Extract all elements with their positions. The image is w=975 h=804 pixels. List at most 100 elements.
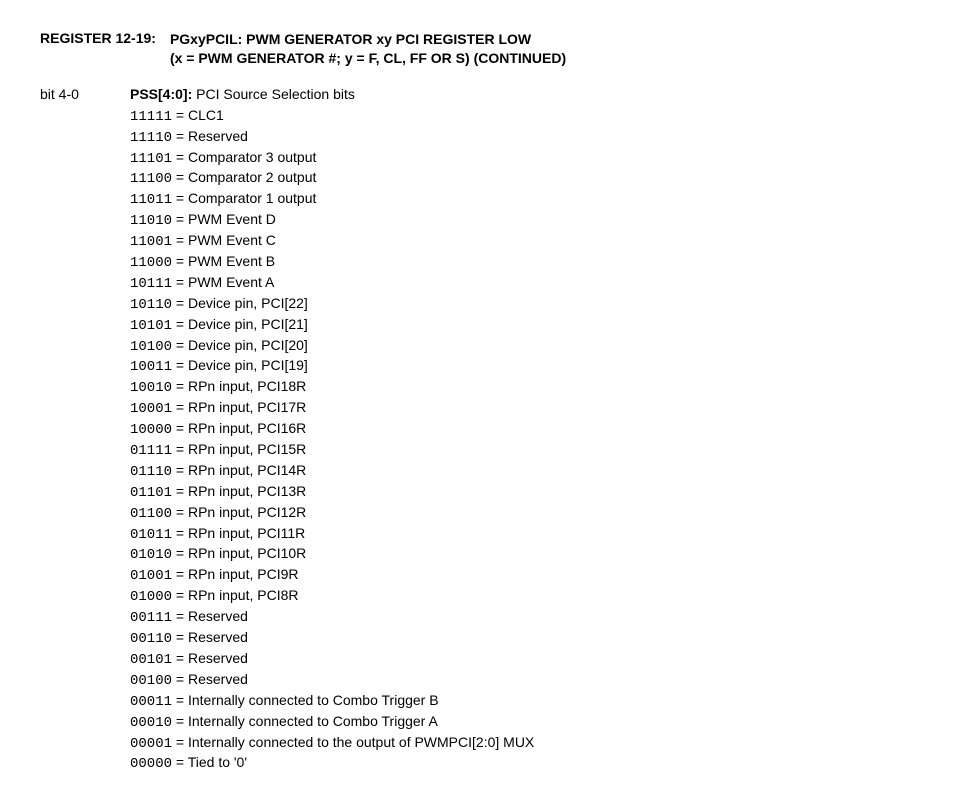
bit-value-desc: Internally connected to Combo Trigger B (188, 692, 439, 708)
bit-value-separator: = (172, 316, 188, 332)
bit-value-desc: RPn input, PCI10R (188, 545, 306, 561)
bit-value-code: 00101 (130, 652, 172, 668)
bit-value-row: 10100 = Device pin, PCI[20] (130, 336, 935, 357)
bit-value-separator: = (172, 566, 188, 582)
register-title-line1: PGxyPCIL: PWM GENERATOR xy PCI REGISTER … (170, 30, 566, 49)
bit-value-separator: = (172, 629, 188, 645)
bit-value-row: 01110 = RPn input, PCI14R (130, 461, 935, 482)
bit-value-desc: Reserved (188, 671, 248, 687)
bit-value-code: 00110 (130, 631, 172, 647)
bit-value-code: 00100 (130, 673, 172, 689)
bit-value-separator: = (172, 399, 188, 415)
bit-value-separator: = (172, 378, 188, 394)
bit-value-code: 10101 (130, 318, 172, 334)
bit-value-code: 11000 (130, 255, 172, 271)
bit-value-code: 01110 (130, 464, 172, 480)
bit-value-row: 01010 = RPn input, PCI10R (130, 544, 935, 565)
bit-value-separator: = (172, 169, 188, 185)
bit-value-separator: = (172, 713, 188, 729)
bit-value-separator: = (172, 525, 188, 541)
bit-value-desc: RPn input, PCI12R (188, 504, 306, 520)
bit-value-desc: RPn input, PCI14R (188, 462, 306, 478)
bit-value-desc: RPn input, PCI17R (188, 399, 306, 415)
bit-value-row: 00001 = Internally connected to the outp… (130, 733, 935, 754)
bit-value-row: 11000 = PWM Event B (130, 252, 935, 273)
bit-value-separator: = (172, 211, 188, 227)
bit-value-desc: Reserved (188, 629, 248, 645)
bit-value-separator: = (172, 608, 188, 624)
bit-value-row: 00000 = Tied to '0' (130, 753, 935, 774)
bit-value-desc: RPn input, PCI16R (188, 420, 306, 436)
bit-value-code: 10111 (130, 276, 172, 292)
bit-value-separator: = (172, 232, 188, 248)
bit-value-separator: = (172, 420, 188, 436)
bit-value-separator: = (172, 483, 188, 499)
bit-content: PSS[4:0]: PCI Source Selection bits 1111… (130, 86, 935, 775)
bit-value-separator: = (172, 295, 188, 311)
bit-value-row: 01011 = RPn input, PCI11R (130, 524, 935, 545)
bit-value-desc: Comparator 2 output (188, 169, 316, 185)
bit-value-row: 10110 = Device pin, PCI[22] (130, 294, 935, 315)
bit-value-code: 01000 (130, 589, 172, 605)
bit-value-code: 11100 (130, 171, 172, 187)
bit-value-code: 00000 (130, 756, 172, 772)
bit-value-desc: Reserved (188, 128, 248, 144)
bit-range-label: bit 4-0 (40, 86, 130, 102)
bit-value-separator: = (172, 587, 188, 603)
register-header: REGISTER 12-19: PGxyPCIL: PWM GENERATOR … (40, 30, 935, 68)
bit-value-desc: PWM Event D (188, 211, 276, 227)
bit-value-desc: Internally connected to the output of PW… (188, 734, 534, 750)
bit-value-code: 01101 (130, 485, 172, 501)
bit-value-code: 10110 (130, 297, 172, 313)
bit-field-desc: PCI Source Selection bits (192, 86, 355, 102)
bit-value-desc: CLC1 (188, 107, 224, 123)
bit-value-code: 10001 (130, 401, 172, 417)
bit-value-separator: = (172, 274, 188, 290)
bit-value-desc: Reserved (188, 608, 248, 624)
bit-value-code: 11001 (130, 234, 172, 250)
bit-value-row: 01100 = RPn input, PCI12R (130, 503, 935, 524)
bit-value-separator: = (172, 671, 188, 687)
bit-value-desc: RPn input, PCI13R (188, 483, 306, 499)
bit-value-code: 11101 (130, 151, 172, 167)
bit-value-row: 11110 = Reserved (130, 127, 935, 148)
bit-value-desc: PWM Event A (188, 274, 274, 290)
bit-value-desc: RPn input, PCI9R (188, 566, 299, 582)
bit-value-separator: = (172, 734, 188, 750)
bit-value-separator: = (172, 545, 188, 561)
bit-value-desc: Internally connected to Combo Trigger A (188, 713, 438, 729)
bit-value-row: 11111 = CLC1 (130, 106, 935, 127)
bit-value-desc: RPn input, PCI8R (188, 587, 299, 603)
bit-value-row: 00010 = Internally connected to Combo Tr… (130, 712, 935, 733)
bit-value-separator: = (172, 190, 188, 206)
bit-section: bit 4-0 PSS[4:0]: PCI Source Selection b… (40, 86, 935, 775)
bit-value-code: 10011 (130, 359, 172, 375)
bit-value-code: 11111 (130, 109, 172, 125)
bit-value-desc: Tied to '0' (188, 754, 247, 770)
bit-value-separator: = (172, 504, 188, 520)
bit-value-desc: Reserved (188, 650, 248, 666)
bit-value-code: 10000 (130, 422, 172, 438)
bit-value-code: 00111 (130, 610, 172, 626)
bit-value-row: 11101 = Comparator 3 output (130, 148, 935, 169)
bit-value-code: 01100 (130, 506, 172, 522)
bit-value-row: 00111 = Reserved (130, 607, 935, 628)
bit-value-separator: = (172, 357, 188, 373)
bit-values-list: 11111 = CLC111110 = Reserved11101 = Comp… (130, 106, 935, 775)
bit-value-row: 10111 = PWM Event A (130, 273, 935, 294)
bit-value-row: 00110 = Reserved (130, 628, 935, 649)
bit-value-code: 01011 (130, 527, 172, 543)
bit-value-row: 10000 = RPn input, PCI16R (130, 419, 935, 440)
bit-value-separator: = (172, 337, 188, 353)
bit-value-code: 01010 (130, 547, 172, 563)
bit-value-code: 00001 (130, 736, 172, 752)
register-title-block: PGxyPCIL: PWM GENERATOR xy PCI REGISTER … (170, 30, 566, 68)
bit-value-desc: RPn input, PCI11R (188, 525, 305, 541)
bit-value-separator: = (172, 462, 188, 478)
bit-value-row: 01001 = RPn input, PCI9R (130, 565, 935, 586)
bit-value-desc: Comparator 3 output (188, 149, 316, 165)
bit-value-desc: RPn input, PCI18R (188, 378, 306, 394)
bit-value-row: 10101 = Device pin, PCI[21] (130, 315, 935, 336)
bit-value-desc: Device pin, PCI[20] (188, 337, 308, 353)
bit-value-code: 10010 (130, 380, 172, 396)
